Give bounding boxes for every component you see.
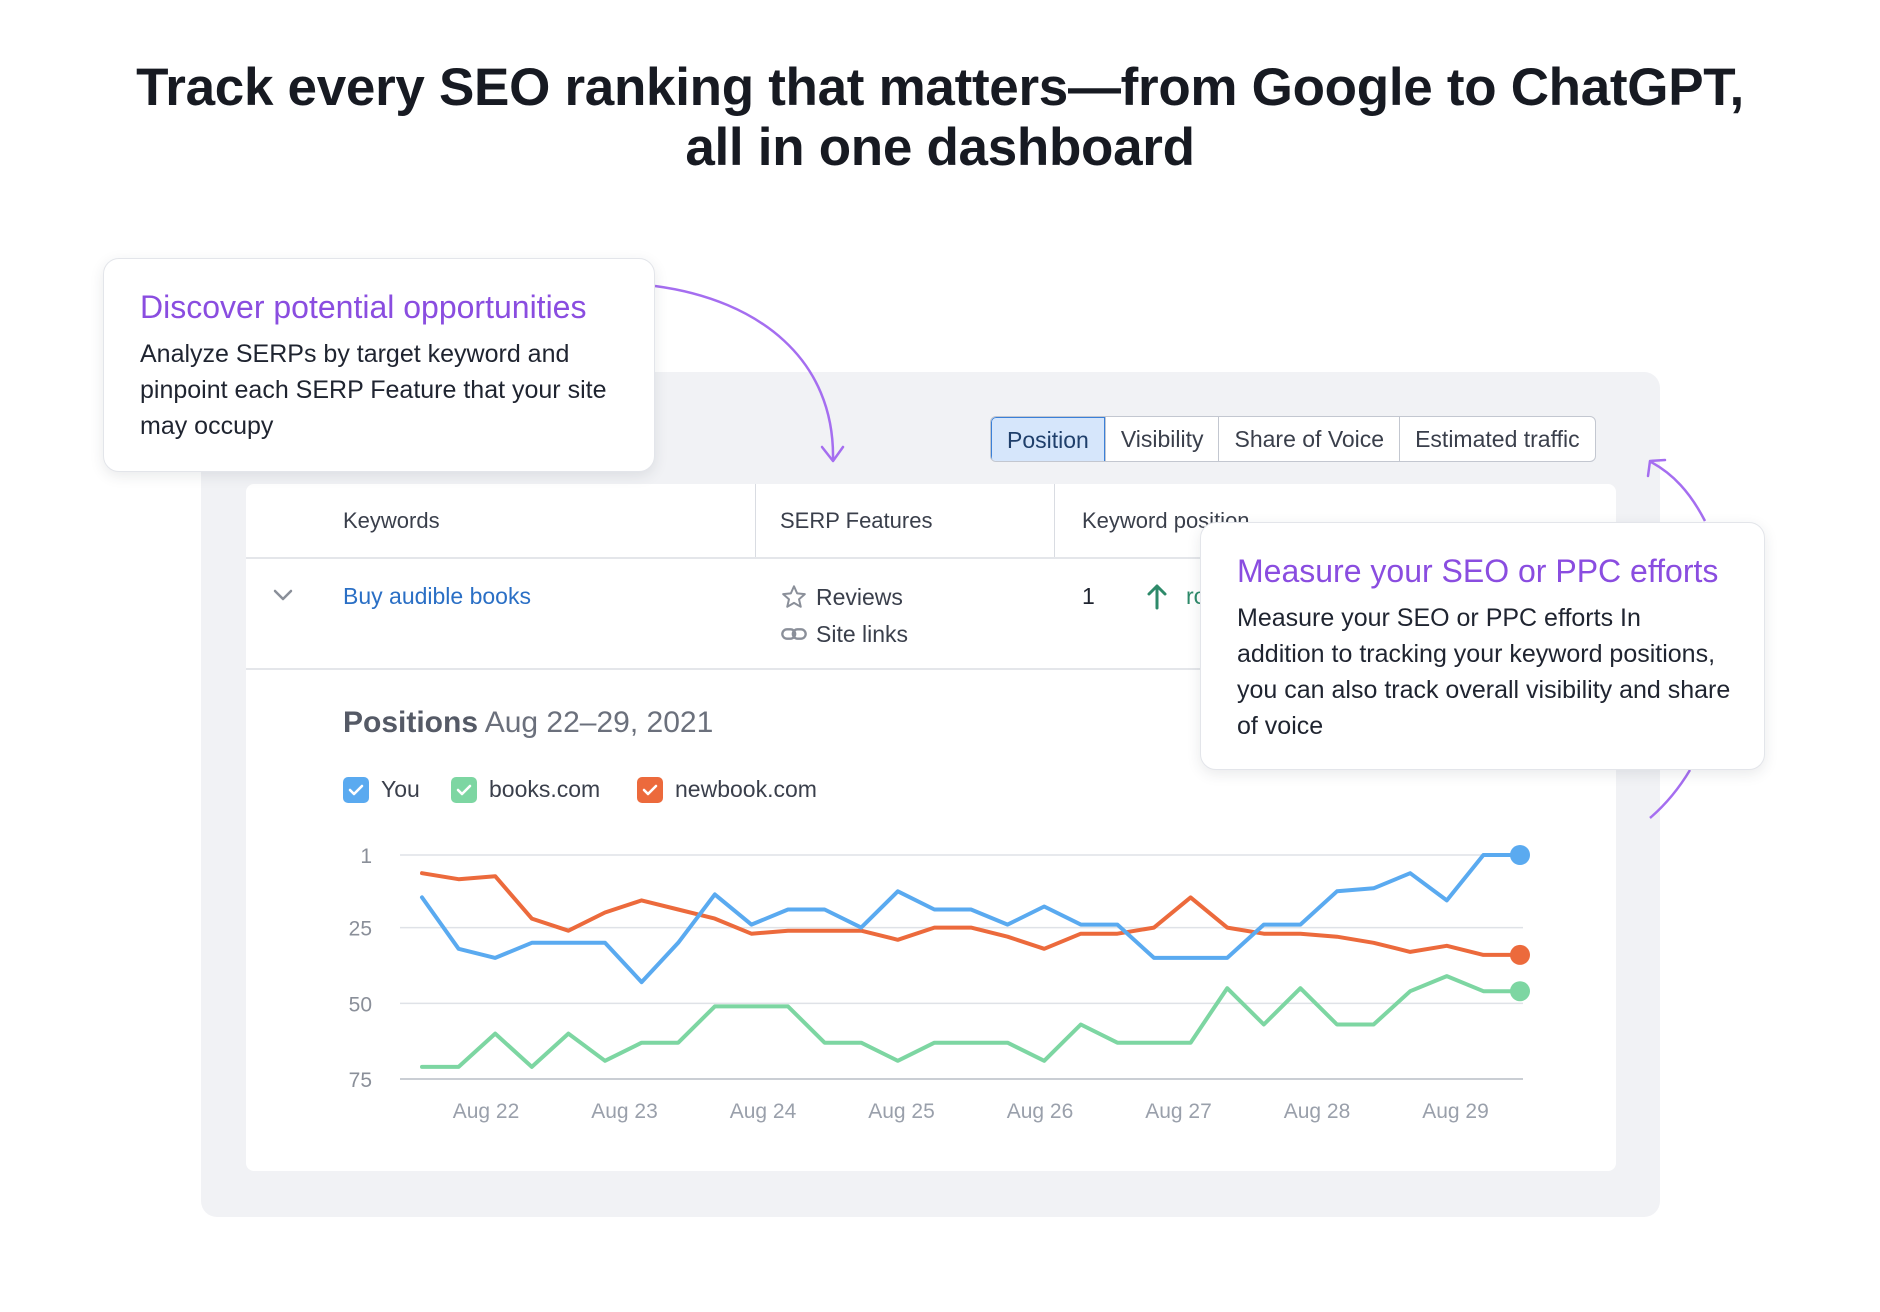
callout-right: Measure your SEO or PPC efforts Measure …	[1200, 522, 1765, 770]
callout-right-title: Measure your SEO or PPC efforts	[1237, 553, 1719, 589]
x-tick-label: Aug 28	[1284, 1100, 1351, 1123]
positions-line-chart: 1 25 50 75 Aug 22 Aug 23 Aug 24 Aug 25 Aug 26 Aug…	[349, 845, 1530, 1123]
tab-position[interactable]: Position	[991, 417, 1105, 461]
headline-line-2: all in one dashboard	[685, 118, 1195, 177]
callout-right-body: Measure your SEO or PPC efforts In addit…	[1237, 604, 1731, 740]
x-tick-label: Aug 29	[1422, 1100, 1489, 1123]
checkbox-checked-icon[interactable]	[343, 776, 369, 803]
x-tick-label: Aug 27	[1145, 1100, 1212, 1123]
serp-feature-label: Reviews	[816, 583, 903, 610]
headline-line-1: Track every SEO ranking that matters—fro…	[136, 58, 1744, 117]
x-tick-label: Aug 24	[730, 1100, 797, 1123]
positions-heading: Positions Aug 22–29, 2021	[343, 706, 713, 740]
series-endpoint	[1510, 944, 1530, 965]
row-divider	[246, 668, 1616, 670]
page-headline: Track every SEO ranking that matters—fro…	[0, 58, 1880, 178]
y-tick-label: 25	[349, 918, 372, 941]
callout-left-title: Discover potential opportunities	[140, 289, 587, 325]
callout-arrow-left	[654, 284, 835, 461]
series-endpoint	[1510, 981, 1530, 1002]
x-tick-label: Aug 22	[453, 1100, 520, 1123]
serp-feature-reviews: Reviews	[780, 583, 903, 611]
callout-arrow-right-head	[1646, 458, 1667, 478]
tab-estimated-traffic[interactable]: Estimated traffic	[1399, 417, 1594, 461]
keyword-link[interactable]: Buy audible books	[343, 583, 531, 609]
series-line-newbook	[420, 871, 1522, 957]
header-divider	[246, 557, 1616, 559]
legend-books[interactable]: books.com	[451, 776, 600, 803]
callout-left-body: Analyze SERPs by target keyword and pinp…	[140, 340, 607, 440]
series-endpoint	[1510, 845, 1530, 865]
link-icon	[781, 628, 807, 640]
checkbox-checked-icon[interactable]	[451, 776, 477, 803]
position-up-indicator	[1146, 582, 1168, 615]
legend-you[interactable]: You	[343, 776, 420, 803]
x-tick-label: Aug 23	[591, 1100, 658, 1123]
y-tick-label: 50	[349, 993, 372, 1016]
tab-share-of-voice[interactable]: Share of Voice	[1218, 417, 1399, 461]
legend-label: newbook.com	[675, 776, 817, 802]
column-divider	[1054, 484, 1055, 558]
callout-left: Discover potential opportunities Analyze…	[103, 258, 655, 472]
callout-arrow-left-head	[820, 445, 845, 463]
chevron-down-icon[interactable]	[272, 588, 294, 607]
keyword-position-value: 1	[1082, 583, 1095, 609]
x-tick-label: Aug 26	[1007, 1100, 1074, 1123]
callout-arrow-right	[1650, 460, 1707, 522]
positions-title: Positions	[343, 706, 479, 739]
legend-label: You	[381, 776, 420, 802]
legend-newbook[interactable]: newbook.com	[637, 776, 817, 803]
callout-arrow-right-tail	[1649, 769, 1692, 819]
column-header-serp-features[interactable]: SERP Features	[780, 508, 933, 533]
star-icon	[782, 585, 806, 608]
serp-feature-site-links: Site links	[780, 620, 908, 648]
x-tick-label: Aug 25	[868, 1100, 935, 1123]
legend-label: books.com	[489, 776, 601, 802]
series-line-books	[420, 974, 1522, 1069]
column-divider	[755, 484, 756, 558]
serp-feature-label: Site links	[816, 620, 909, 647]
column-header-keywords[interactable]: Keywords	[343, 508, 440, 533]
y-tick-label: 75	[349, 1069, 372, 1092]
y-tick-label: 1	[360, 845, 372, 868]
series-line-you	[420, 853, 1522, 985]
positions-date-range: Aug 22–29, 2021	[484, 706, 714, 739]
metric-tabs: Position Visibility Share of Voice Estim…	[990, 416, 1596, 462]
arrow-up-icon	[1147, 584, 1167, 610]
checkbox-checked-icon[interactable]	[637, 776, 663, 803]
tab-visibility[interactable]: Visibility	[1104, 417, 1219, 461]
